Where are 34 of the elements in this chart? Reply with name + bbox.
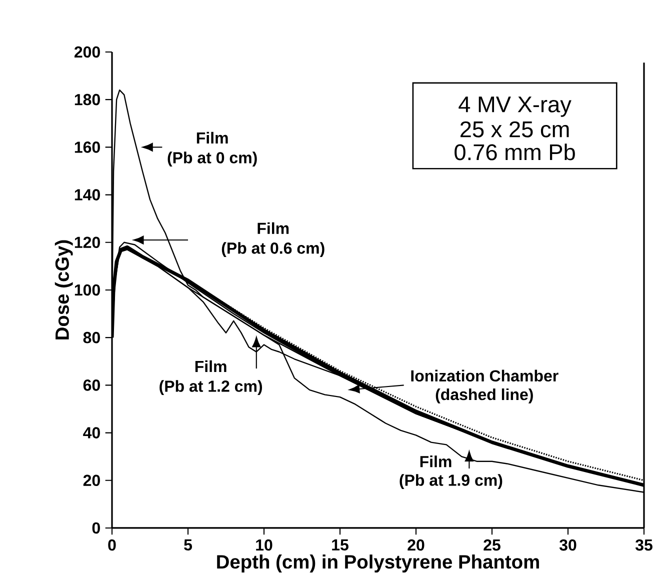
annotation: Film xyxy=(196,132,228,144)
y-tick-label: 200 xyxy=(74,46,100,58)
annotation: (Pb at 0 cm) xyxy=(168,152,257,167)
annotation: Film xyxy=(195,360,226,372)
x-tick-label: 0 xyxy=(108,539,116,551)
x-tick-label: 20 xyxy=(408,539,424,551)
x-tick-label: 5 xyxy=(184,539,192,551)
y-tick-label: 100 xyxy=(74,284,100,296)
annotation: (dashed line) xyxy=(436,388,533,404)
y-tick-label: 80 xyxy=(83,332,100,344)
y-axis-title: Dose (cGy) xyxy=(54,240,73,340)
annotation: 4 MV X-ray xyxy=(458,96,572,117)
y-tick-label: 40 xyxy=(83,427,100,438)
annotation: (Pb at 0.6 cm) xyxy=(222,242,324,257)
y-tick-label: 140 xyxy=(74,189,100,200)
y-tick-label: 0 xyxy=(92,522,100,534)
x-tick-label: 30 xyxy=(559,539,576,551)
annotation: Film xyxy=(420,456,452,468)
y-tick-label: 120 xyxy=(74,236,100,248)
y-tick-label: 60 xyxy=(83,380,100,391)
y-tick-label: 180 xyxy=(74,94,100,106)
annotation: (Pb at 1.9 cm) xyxy=(400,474,502,490)
x-tick-label: 10 xyxy=(256,539,272,551)
x-tick-label: 35 xyxy=(635,539,652,551)
y-tick-label: 160 xyxy=(74,142,100,153)
x-tick-label: 15 xyxy=(332,539,348,551)
annotation: Film xyxy=(258,222,289,234)
x-axis-title: Depth (cm) in Polystyrene Phantom xyxy=(217,554,539,572)
x-tick-label: 25 xyxy=(484,539,500,551)
y-tick-label: 20 xyxy=(83,474,100,486)
annotation: 0.76 mm Pb xyxy=(454,144,575,160)
annotation: Ionization Chamber xyxy=(411,370,558,382)
annotation: 25 x 25 cm xyxy=(460,121,569,138)
annotation: (Pb at 1.2 cm) xyxy=(160,380,262,396)
